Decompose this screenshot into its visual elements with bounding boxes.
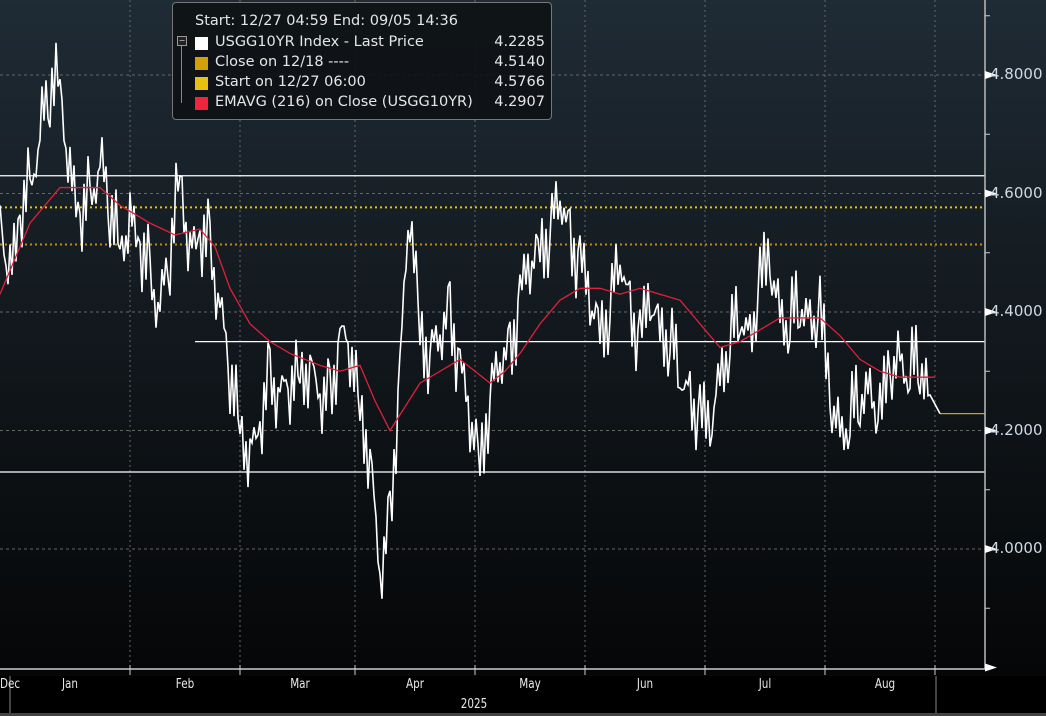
x-tick-label: Aug	[874, 677, 896, 692]
x-tick-label: Apr	[406, 677, 424, 692]
y-tick-label: 4.6000	[990, 183, 1043, 202]
y-tick-arrow	[985, 545, 997, 553]
y-tick-label: 4.2000	[990, 420, 1043, 439]
x-tick-label: Jul	[758, 677, 772, 692]
legend-swatch	[195, 97, 208, 110]
legend-value: 4.5140	[494, 54, 545, 70]
y-tick-arrow	[985, 663, 997, 672]
y-tick-arrow	[985, 308, 997, 316]
legend-swatch	[195, 37, 208, 50]
ema-series-line	[0, 186, 935, 432]
chart-legend[interactable]: Start: 12/27 04:59 End: 09/05 14:36 − US…	[172, 2, 552, 120]
y-tick-arrow	[985, 426, 997, 435]
legend-value: 4.5766	[494, 74, 545, 90]
legend-tree-line	[181, 37, 188, 103]
x-tick-label: Feb	[175, 677, 195, 692]
legend-item-close[interactable]: Close on 12/18 ---- 4.5140	[195, 54, 545, 73]
legend-item-last-price[interactable]: USGG10YR Index - Last Price 4.2285	[195, 34, 545, 53]
x-tick-label: May	[519, 677, 541, 692]
y-tick-label: 4.8000	[990, 65, 1043, 83]
legend-item-start[interactable]: Start on 12/27 06:00 4.5766	[195, 74, 545, 93]
legend-label: USGG10YR Index - Last Price	[215, 34, 424, 50]
price-series-line	[0, 42, 941, 599]
legend-item-emavg[interactable]: EMAVG (216) on Close (USGG10YR) 4.2907	[195, 94, 545, 113]
collapse-icon[interactable]: −	[177, 36, 187, 46]
legend-label: Start on 12/27 06:00	[215, 74, 366, 90]
legend-value: 4.2907	[494, 94, 545, 110]
y-tick-arrow	[985, 189, 997, 198]
bottom-border	[0, 713, 1046, 716]
y-tick-label: 4.0000	[990, 539, 1043, 557]
y-tick-arrow	[985, 71, 997, 79]
legend-label: Close on 12/18 ----	[215, 54, 350, 70]
legend-label: EMAVG (216) on Close (USGG10YR)	[215, 94, 473, 110]
y-tick-label: 4.4000	[990, 302, 1043, 320]
legend-value: 4.2285	[494, 34, 545, 50]
x-axis-year-label: 2025	[460, 697, 488, 712]
legend-swatch	[195, 57, 208, 70]
x-tick-label: Jan	[61, 677, 79, 692]
legend-date-range: Start: 12/27 04:59 End: 09/05 14:36	[195, 13, 458, 29]
x-tick-label: Mar	[290, 677, 310, 692]
legend-swatch	[195, 77, 208, 90]
x-tick-label: Dec	[0, 677, 21, 692]
x-tick-label: Jun	[636, 677, 654, 692]
